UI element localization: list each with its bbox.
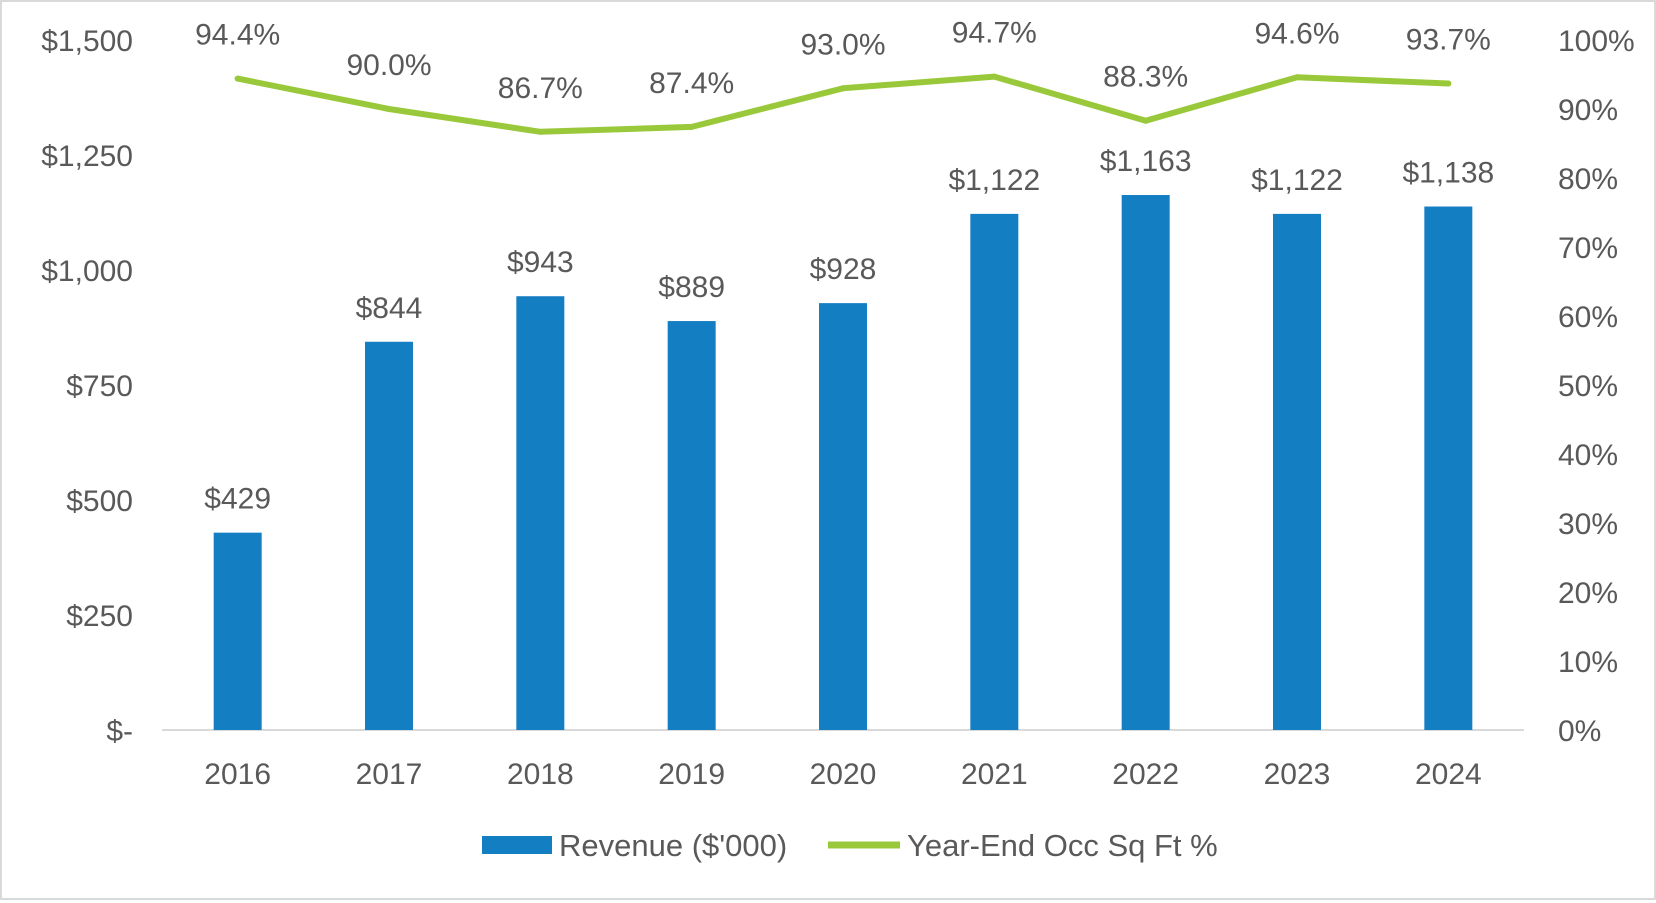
left-axis-tick-label: $500	[66, 485, 133, 518]
occupancy-label-2019: 87.4%	[649, 67, 734, 100]
right-axis-tick-label: 0%	[1558, 715, 1601, 748]
occupancy-point-2018	[537, 128, 544, 135]
x-tick-2024: 2024	[1415, 758, 1482, 791]
x-tick-2019: 2019	[658, 758, 725, 791]
revenue-label-2016: $429	[204, 483, 271, 516]
right-axis-tick-label: 60%	[1558, 301, 1618, 334]
revenue-bar-2019	[667, 321, 716, 730]
occupancy-label-2022: 88.3%	[1103, 61, 1188, 94]
right-axis-tick-label: 100%	[1558, 25, 1635, 58]
revenue-label-2020: $928	[810, 253, 877, 286]
revenue-label-2024: $1,138	[1402, 157, 1494, 190]
occupancy-point-2019	[688, 123, 695, 130]
occupancy-point-2023	[1294, 74, 1300, 81]
left-axis: $- $250 $500 $750 $1,000 $1,250 $1,500	[41, 25, 133, 748]
revenue-label-2023: $1,122	[1251, 164, 1343, 197]
revenue-bar-2024	[1424, 206, 1473, 730]
x-tick-2023: 2023	[1264, 758, 1331, 791]
right-axis-tick-label: 50%	[1558, 370, 1618, 403]
legend-label-revenue: Revenue ($'000)	[559, 828, 787, 863]
x-tick-2016: 2016	[204, 758, 271, 791]
occupancy-label-2023: 94.6%	[1254, 17, 1339, 50]
occupancy-label-2018: 86.7%	[498, 72, 583, 105]
occupancy-label-2016: 94.4%	[195, 19, 280, 52]
right-axis-tick-label: 10%	[1558, 646, 1618, 679]
x-tick-2020: 2020	[810, 758, 877, 791]
legend-swatch-revenue	[482, 836, 552, 854]
revenue-bar-2023	[1273, 213, 1321, 730]
occupancy-label-2020: 93.0%	[800, 28, 885, 61]
left-axis-tick-label: $-	[106, 715, 133, 748]
left-axis-tick-label: $750	[66, 370, 133, 403]
revenue-bar-2016	[213, 532, 262, 730]
right-axis-tick-label: 90%	[1558, 94, 1618, 127]
legend-label-occupancy: Year-End Occ Sq Ft %	[907, 828, 1218, 863]
occupancy-line	[234, 73, 1452, 135]
left-axis-tick-label: $1,250	[41, 140, 133, 173]
revenue-bar-2020	[819, 303, 867, 730]
revenue-bar-2017	[365, 341, 413, 730]
occupancy-point-2016	[234, 75, 241, 82]
occupancy-point-2020	[840, 85, 846, 92]
revenue-label-2022: $1,163	[1100, 145, 1192, 178]
x-tick-2018: 2018	[507, 758, 574, 791]
legend: Revenue ($'000) Year-End Occ Sq Ft %	[482, 828, 1218, 863]
revenue-label-2019: $889	[658, 271, 725, 304]
occupancy-label-2024: 93.7%	[1406, 23, 1491, 56]
occupancy-line-layer	[234, 73, 1452, 135]
revenue-label-2018: $943	[507, 246, 574, 279]
occupancy-point-2024	[1445, 80, 1452, 87]
occupancy-point-2021	[991, 73, 998, 80]
revenue-label-2017: $844	[356, 292, 423, 325]
x-tick-2022: 2022	[1112, 758, 1179, 791]
right-axis-tick-label: 70%	[1558, 232, 1618, 265]
x-tick-2021: 2021	[961, 758, 1028, 791]
right-axis-tick-label: 40%	[1558, 439, 1618, 472]
revenue-bars	[213, 195, 1473, 730]
right-axis: 0% 10% 20% 30% 40% 50% 60% 70% 80% 90% 100%	[1558, 25, 1635, 748]
revenue-bar-2018	[516, 296, 565, 730]
right-axis-tick-label: 30%	[1558, 508, 1618, 541]
occupancy-label-2021: 94.7%	[952, 17, 1037, 50]
revenue-label-2021: $1,122	[948, 164, 1040, 197]
occupancy-data-labels: 94.4% 90.0% 86.7% 87.4% 93.0% 94.7% 88.3% 94.6%…	[195, 17, 1491, 105]
revenue-data-labels: $429 $844 $943 $889 $928 $1,122 $1,163 $1,122 $1…	[204, 145, 1494, 516]
left-axis-tick-label: $1,500	[41, 25, 133, 58]
occupancy-point-2017	[386, 106, 392, 112]
left-axis-tick-label: $250	[66, 600, 133, 633]
x-tick-2017: 2017	[356, 758, 423, 791]
revenue-bar-2021	[970, 213, 1019, 730]
left-axis-tick-label: $1,000	[41, 255, 133, 288]
right-axis-tick-label: 80%	[1558, 163, 1618, 196]
x-axis-tick-labels: 2016 2017 2018 2019 2020 2021 2022 2023 2024	[204, 758, 1481, 791]
occupancy-label-2017: 90.0%	[346, 49, 431, 82]
revenue-bar-2022	[1121, 195, 1170, 730]
occupancy-point-2022	[1142, 117, 1149, 124]
right-axis-tick-label: 20%	[1558, 577, 1618, 610]
